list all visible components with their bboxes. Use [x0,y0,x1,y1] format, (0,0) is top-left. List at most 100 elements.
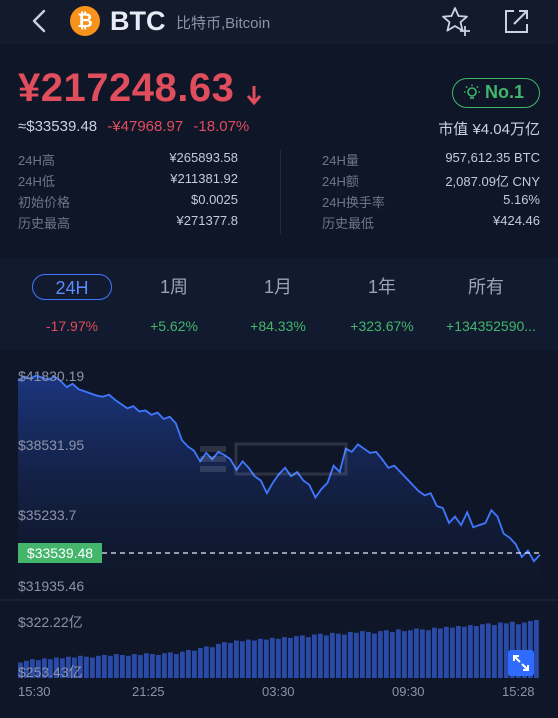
volume-bar [486,623,491,678]
volume-bar [126,655,131,678]
volume-bar [252,640,257,678]
volume-bar [204,646,209,678]
coin-name: 比特币,Bitcoin [176,15,271,32]
volume-bar [462,626,467,678]
fullscreen-button[interactable] [508,650,534,676]
volume-bar [72,657,77,678]
volume-bar [132,654,137,678]
volume-bar [216,643,221,678]
period-change-all: +134352590... [446,318,536,334]
volume-label-bottom: $253.43亿 [18,664,83,680]
volume-bar [504,623,509,678]
volume-bar [162,653,167,678]
tab-all[interactable]: 所有 [468,277,504,297]
coin-symbol: BTC [110,6,166,36]
volume-bar [420,629,425,678]
volume-bar [24,660,29,678]
tab-24h[interactable]: 24H [32,274,112,300]
stat-label: 历史最低 [322,216,375,231]
stat-value: ¥265893.58 [169,150,238,165]
volume-bar [414,628,419,678]
x-axis-label: 03:30 [262,684,295,699]
volume-bar [408,630,413,678]
volume-bar [240,641,245,678]
volume-bar [114,654,119,678]
volume-bar [78,655,83,678]
change-percent: -18.07% [193,118,250,135]
tab-1-month[interactable]: 1月 [263,277,292,297]
tab-1-week[interactable]: 1周 [159,277,188,297]
period-change-1-week: +5.62% [150,318,198,334]
stat-label: 24H低 [18,174,55,189]
volume-bar [336,633,341,678]
volume-bar [150,654,155,678]
volume-bar [270,637,275,678]
top-bar: ₿ BTC 比特币,Bitcoin [0,0,558,44]
volume-bar [96,655,101,678]
stat-row: 历史最低 ¥424.46 [322,213,540,232]
volume-bar [510,621,515,678]
share-icon[interactable] [500,4,534,38]
volume-bar [36,660,41,678]
volume-bar [444,626,449,678]
volume-bar [288,637,293,678]
stat-label: 24H高 [18,153,55,168]
volume-bar [18,662,23,678]
volume-bar [480,624,485,678]
rank-label: No.1 [485,82,525,102]
volume-bar [168,652,173,678]
volume-label-top: $322.22亿 [18,614,83,630]
volume-bar [402,631,407,678]
stat-row: 24H额 2,087.09亿 CNY [322,171,540,190]
volume-bar [144,653,149,678]
volume-bar [84,656,89,678]
volume-bar [258,638,263,678]
stat-value: ¥271377.8 [176,213,238,228]
volume-bar [180,651,185,678]
volume-bar [300,635,305,678]
price-area-fill [18,375,540,600]
volume-bar [198,648,203,678]
volume-bar [366,631,371,678]
stat-value: 957,612.35 BTC [445,150,540,165]
volume-bar [210,647,215,678]
volume-bar [468,625,473,678]
x-axis-label: 15:30 [18,684,51,699]
y-axis-label-3: $35233.7 [18,507,77,523]
volume-bar [528,620,533,678]
stat-value: ¥424.46 [493,213,540,228]
volume-bar [360,631,365,678]
stat-value: ¥211381.92 [170,171,238,186]
stat-row: 24H高 ¥265893.58 [18,150,238,169]
volume-bar [396,629,401,678]
volume-bar [66,656,71,678]
rank-badge[interactable]: No.1 [452,78,540,108]
volume-bar [246,639,251,678]
stat-value: 5.16% [503,192,540,207]
volume-bar [54,657,59,678]
period-change-1-year: +323.67% [350,318,414,334]
star-icon[interactable] [440,4,474,38]
volume-bar [456,626,461,678]
period-change-1-month: +84.33% [250,318,306,334]
period-change-24h: -17.97% [45,318,99,334]
volume-bar [48,659,53,678]
volume-bar [90,657,95,678]
stats-grid: 24H高 ¥265893.58 24H低 ¥211381.92 初始价格 $0.002… [18,150,540,240]
volume-bar [354,632,359,678]
stat-row: 初始价格 $0.0025 [18,192,238,211]
tab-1-year[interactable]: 1年 [367,277,396,297]
volume-bar [324,635,329,678]
volume-bar [222,642,227,678]
bitcoin-logo-icon: ₿ [70,6,100,36]
volume-bar [282,637,287,678]
stat-value: 2,087.09亿 CNY [445,174,540,189]
volume-bar [312,634,317,678]
stats-divider [280,150,281,234]
volume-bar [276,638,281,678]
volume-bar [474,626,479,678]
y-axis-label-top: $41830.19 [18,368,85,384]
stat-row: 历史最高 ¥271377.8 [18,213,238,232]
back-arrow-icon[interactable] [26,6,54,36]
